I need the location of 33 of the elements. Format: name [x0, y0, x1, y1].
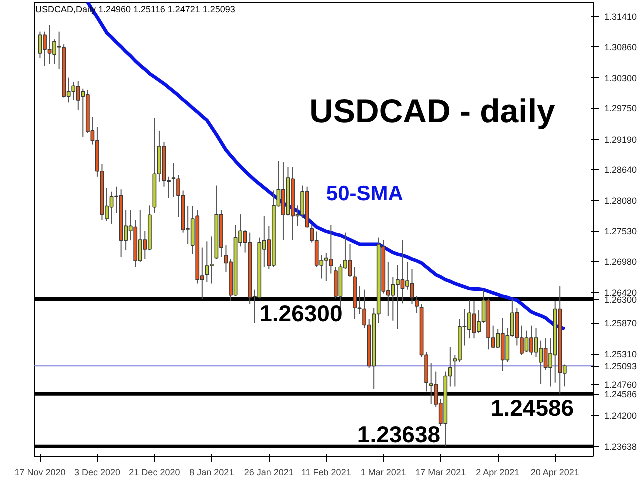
x-tick-label: 21 Dec 2020: [129, 468, 180, 478]
candlestick: [415, 296, 419, 314]
y-tick-label: 1.30860: [604, 42, 638, 52]
y-tick-label: 1.25870: [604, 318, 638, 329]
x-tick-label: 11 Feb 2021: [301, 468, 352, 478]
x-tick-label: 17 Mar 2021: [416, 468, 466, 478]
y-tick-label: 1.25093: [604, 362, 638, 372]
y-tick-label: 1.24200: [604, 411, 638, 422]
x-tick-label: 2 Apr 2021: [476, 468, 520, 478]
x-tick-label: 17 Nov 2020: [14, 468, 66, 478]
y-tick-label: 1.25310: [604, 350, 638, 360]
y-tick-label: 1.29750: [604, 104, 638, 114]
ref-line-label: 1.23638: [357, 422, 441, 448]
text: USDCAD - daily: [310, 92, 556, 130]
y-tick-label: 1.24760: [604, 380, 638, 390]
y-tick-label: 1.28640: [604, 165, 638, 176]
x-tick-label: 3 Dec 2020: [74, 468, 120, 478]
y-tick-label: 1.24586: [604, 390, 638, 400]
x-tick-label: 20 Apr 2021: [530, 468, 580, 478]
y-tick-label: 1.28080: [604, 196, 638, 206]
y-tick-label: 1.26300: [604, 294, 638, 305]
x-tick-label: 1 Mar 2021: [360, 468, 406, 478]
y-tick-label: 1.27530: [604, 226, 638, 237]
ref-line-label: 1.24586: [490, 395, 574, 422]
series-label: 50-SMA: [326, 182, 404, 206]
ref-line-label: 1.26300: [260, 300, 343, 326]
x-tick-label: 8 Jan 2021: [190, 468, 234, 478]
x-tick-label: 26 Jan 2021: [244, 468, 294, 478]
y-tick-label: 1.23638: [604, 442, 638, 452]
y-tick-label: 1.29190: [604, 134, 638, 145]
y-tick-label: 1.31410: [604, 12, 638, 22]
y-tick-label: 1.26980: [604, 257, 638, 268]
y-tick-label: 1.30300: [604, 73, 638, 84]
